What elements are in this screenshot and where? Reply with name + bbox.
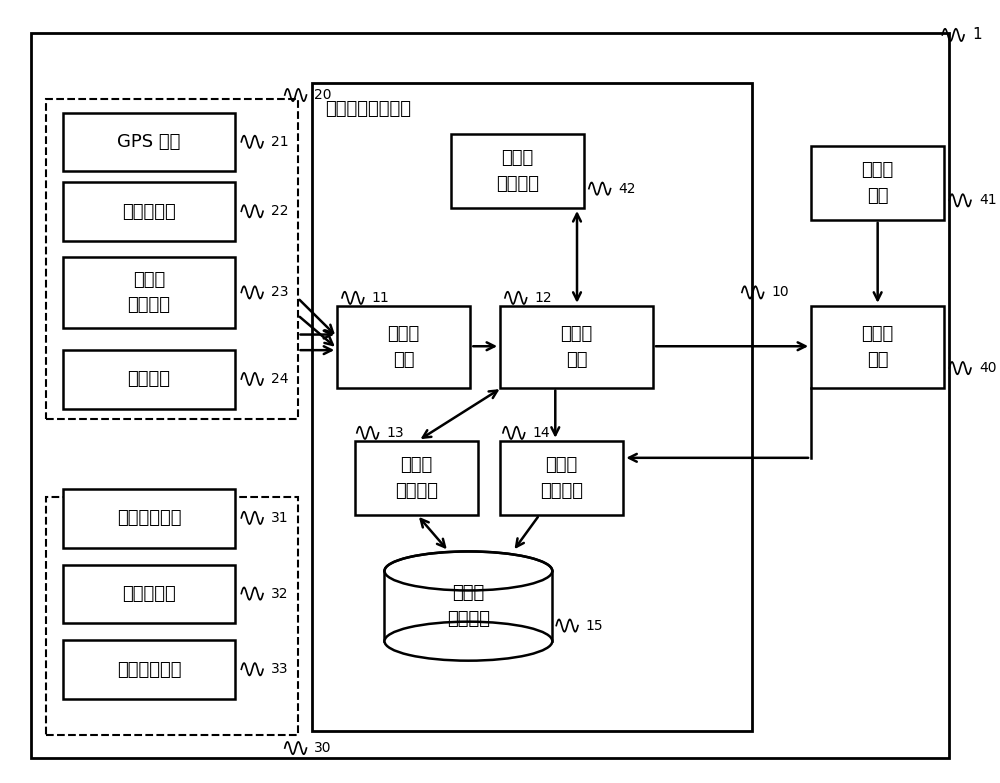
Text: 数据库: 数据库: [452, 584, 485, 602]
Text: 经验信息: 经验信息: [447, 610, 490, 628]
Text: 12: 12: [535, 290, 552, 305]
Text: 图系统: 图系统: [133, 271, 165, 289]
FancyBboxPatch shape: [63, 258, 235, 327]
Text: 执行部: 执行部: [862, 325, 894, 343]
Text: 登记部: 登记部: [546, 456, 578, 474]
Text: 控制部: 控制部: [862, 161, 894, 179]
Text: 经验信息: 经验信息: [395, 482, 438, 500]
FancyBboxPatch shape: [63, 489, 235, 547]
FancyBboxPatch shape: [63, 565, 235, 623]
Text: 车速传感器: 车速传感器: [122, 585, 176, 603]
FancyBboxPatch shape: [337, 305, 470, 388]
Text: 陀螺仪传感器: 陀螺仪传感器: [117, 661, 181, 679]
Text: 自动驾驶控制装置: 自动驾驶控制装置: [325, 100, 411, 118]
Text: 转向角传感器: 转向角传感器: [117, 509, 181, 527]
Text: 23: 23: [271, 286, 288, 299]
FancyBboxPatch shape: [63, 182, 235, 241]
Text: 40: 40: [979, 361, 996, 375]
Text: 周边传感器: 周边传感器: [122, 203, 176, 221]
FancyBboxPatch shape: [811, 305, 944, 388]
Text: 控制: 控制: [566, 351, 587, 369]
Text: 经验信息: 经验信息: [540, 482, 583, 500]
Text: 1: 1: [972, 27, 982, 42]
Text: 状况: 状况: [393, 351, 414, 369]
Text: 21: 21: [271, 135, 289, 149]
FancyBboxPatch shape: [384, 571, 552, 641]
Text: 30: 30: [314, 741, 332, 755]
Text: 22: 22: [271, 204, 288, 218]
FancyBboxPatch shape: [811, 146, 944, 220]
Text: 10: 10: [772, 286, 789, 299]
Text: 20: 20: [314, 88, 332, 102]
FancyBboxPatch shape: [31, 33, 949, 758]
FancyBboxPatch shape: [500, 305, 653, 388]
Text: 控制权限: 控制权限: [496, 175, 539, 193]
Text: 导航系统: 导航系统: [127, 370, 170, 388]
Text: 识别部: 识别部: [388, 325, 420, 343]
Text: 32: 32: [271, 586, 288, 601]
Text: 41: 41: [979, 193, 996, 207]
Text: 31: 31: [271, 511, 289, 525]
FancyBboxPatch shape: [63, 640, 235, 699]
Text: 管理部: 管理部: [501, 150, 533, 168]
FancyBboxPatch shape: [63, 350, 235, 409]
Text: 控制: 控制: [867, 351, 888, 369]
Text: 11: 11: [372, 290, 389, 305]
FancyBboxPatch shape: [63, 113, 235, 171]
Text: 高精度地: 高精度地: [127, 296, 170, 314]
Ellipse shape: [384, 622, 552, 661]
FancyBboxPatch shape: [500, 441, 623, 514]
Text: 检索部: 检索部: [400, 456, 433, 474]
FancyBboxPatch shape: [451, 134, 584, 208]
Text: 15: 15: [586, 619, 604, 633]
Ellipse shape: [384, 551, 552, 590]
Text: 13: 13: [386, 426, 404, 440]
Text: 手动: 手动: [867, 186, 888, 204]
Text: 14: 14: [533, 426, 550, 440]
FancyBboxPatch shape: [355, 441, 478, 514]
Text: 33: 33: [271, 662, 288, 677]
Text: 判断部: 判断部: [560, 325, 593, 343]
Text: 24: 24: [271, 372, 288, 386]
FancyBboxPatch shape: [312, 83, 752, 731]
Text: 42: 42: [618, 182, 636, 196]
Text: GPS 装置: GPS 装置: [117, 133, 181, 151]
